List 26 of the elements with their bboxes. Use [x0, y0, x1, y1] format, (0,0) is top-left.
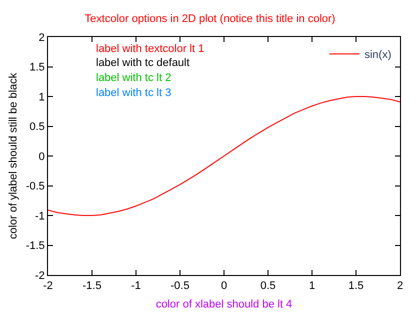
legend-label: sin(x): [364, 49, 392, 62]
x-tick-label: 1: [308, 280, 316, 292]
y-tick-label: 0.5: [30, 121, 45, 134]
x-tick-label: 2: [396, 280, 404, 292]
y-tick-label: 0: [38, 150, 45, 163]
x-tick-label: 1.5: [348, 280, 364, 292]
y-tick-label: -1.5: [26, 240, 45, 252]
x-axis-title: color of xlabel should be lt 4: [156, 298, 292, 310]
y-tick-label: 1.5: [30, 62, 45, 74]
annotation: label with tc lt 2: [96, 72, 172, 84]
y-tick-label: 2: [38, 32, 45, 44]
x-tick-label: -1: [131, 280, 141, 292]
x-tick-label: 0: [220, 280, 228, 292]
y-tick-label: -0.5: [26, 180, 45, 193]
x-tick-label: -0.5: [170, 280, 190, 292]
y-tick-label: -1: [35, 210, 45, 222]
line-series: [48, 96, 400, 216]
chart-title: Textcolor options in 2D plot (notice this title in color): [84, 13, 336, 26]
annotation: label with tc lt 3: [96, 87, 172, 99]
annotation: label with tc default: [96, 57, 190, 69]
y-axis-title: color of ylabel should still be black: [7, 72, 20, 240]
annotation: label with textcolor lt 1: [96, 43, 204, 55]
y-tick-label: -2: [35, 270, 45, 282]
y-tick-label: 1: [38, 91, 45, 104]
x-tick-label: 0.5: [260, 280, 276, 292]
x-tick-label: -1.5: [82, 280, 102, 292]
